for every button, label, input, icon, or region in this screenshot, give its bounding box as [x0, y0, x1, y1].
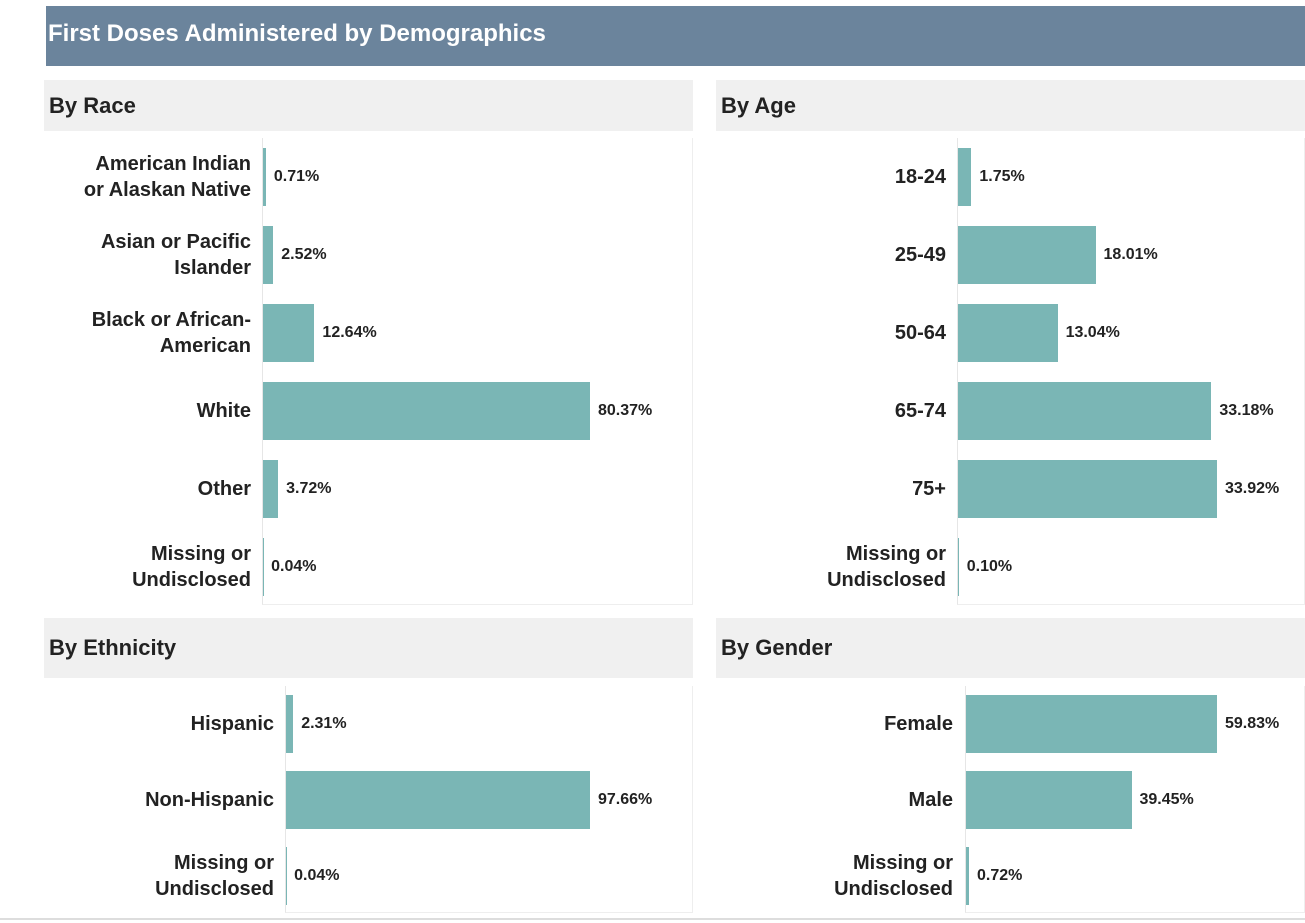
category-label: Black or African-American — [91, 309, 251, 357]
bar — [966, 847, 970, 905]
bar — [263, 226, 274, 284]
category-label: 65-74 — [894, 400, 946, 422]
value-label: 33.92% — [1225, 480, 1280, 497]
value-label: 13.04% — [1065, 324, 1120, 341]
category-label: Missing or Undisclosed — [834, 852, 953, 900]
category-label: Missing or Undisclosed — [155, 852, 274, 900]
dashboard-title: First Doses Administered by Demographics — [48, 20, 546, 47]
value-label: 12.64% — [322, 324, 377, 341]
value-label: 59.83% — [1225, 715, 1280, 732]
chart-title: By Race — [49, 92, 136, 118]
value-label: 80.37% — [598, 402, 653, 419]
panel-header — [716, 80, 1305, 131]
panel-header — [716, 618, 1305, 678]
category-label: 18-24 — [894, 166, 946, 188]
plot-area — [262, 138, 693, 605]
bar — [958, 226, 1096, 284]
category-label: 25-49 — [894, 244, 946, 266]
category-label: Other — [197, 478, 251, 500]
divider — [0, 918, 1305, 920]
bar — [958, 460, 1217, 518]
value-label: 97.66% — [598, 791, 653, 808]
category-label: 50-64 — [894, 322, 946, 344]
chart-title: By Gender — [721, 635, 833, 660]
bar — [966, 771, 1132, 829]
value-label: 0.71% — [273, 168, 320, 185]
value-label: 39.45% — [1139, 791, 1194, 808]
category-label: Missing or Undisclosed — [827, 543, 946, 591]
bar — [263, 304, 315, 362]
bar — [263, 148, 266, 206]
category-label: Female — [884, 713, 953, 735]
value-label: 2.31% — [301, 715, 347, 732]
value-label: 0.72% — [977, 867, 1023, 884]
bar — [958, 148, 972, 206]
bar — [263, 460, 279, 518]
header-band — [46, 6, 1305, 66]
chart-title: By Ethnicity — [49, 635, 177, 660]
value-label: 0.10% — [966, 558, 1013, 575]
bar — [958, 382, 1212, 440]
value-label: 0.04% — [271, 558, 317, 575]
value-label: 0.04% — [294, 867, 340, 884]
value-label: 18.01% — [1103, 246, 1158, 263]
plot-area — [957, 138, 1305, 605]
bar — [958, 304, 1058, 362]
value-label: 33.18% — [1219, 402, 1274, 419]
value-label: 3.72% — [286, 480, 332, 497]
value-label: 2.52% — [281, 246, 327, 263]
category-label: Asian or Pacific Islander — [100, 231, 251, 279]
category-label: Hispanic — [190, 713, 274, 735]
category-label: Missing or Undisclosed — [132, 543, 251, 591]
category-label: American Indian or Alaskan Native — [83, 153, 251, 201]
plot-area — [285, 686, 693, 913]
bar — [263, 382, 590, 440]
value-label: 1.75% — [979, 168, 1025, 185]
bar — [966, 695, 1217, 753]
category-label: White — [196, 400, 251, 422]
category-label: Male — [908, 789, 953, 811]
category-label: 75+ — [912, 478, 946, 500]
bar — [286, 771, 590, 829]
category-label: Non-Hispanic — [145, 789, 274, 811]
bar — [286, 695, 294, 753]
panel-header — [44, 80, 693, 131]
bar — [958, 538, 959, 596]
panel-header — [44, 618, 693, 678]
chart-title: By Age — [721, 92, 796, 118]
